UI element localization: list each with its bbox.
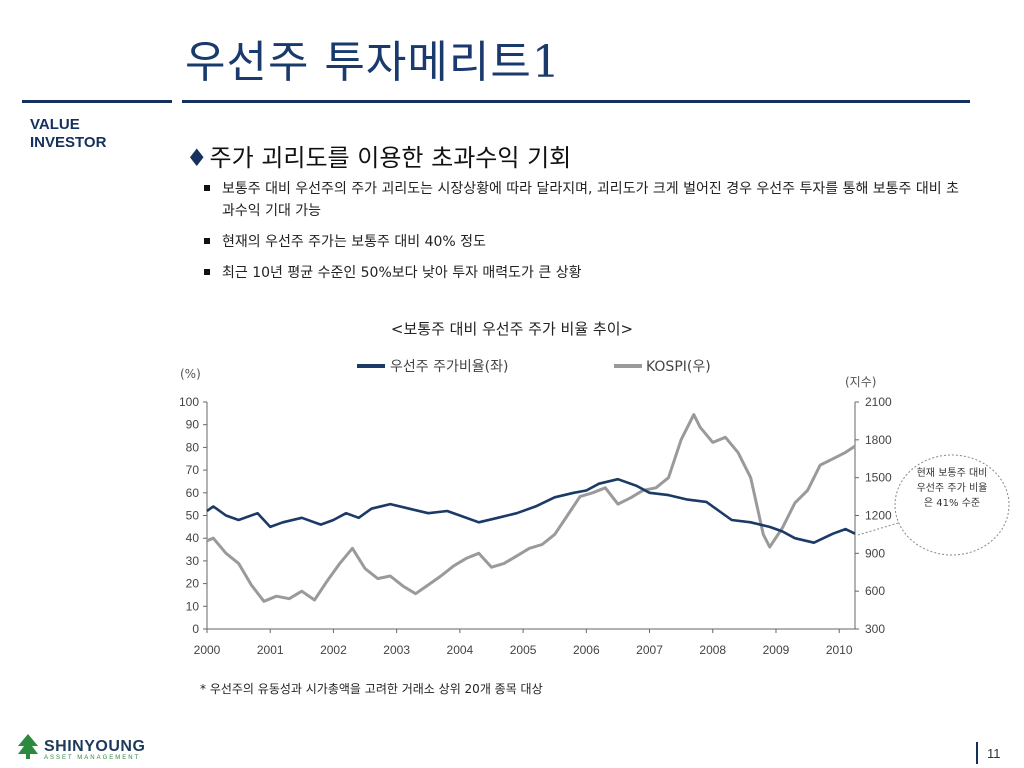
legend-label: KOSPI(우) xyxy=(646,359,711,375)
y-left-tick-label: 30 xyxy=(186,554,200,568)
x-tick-label: 2006 xyxy=(573,643,600,657)
section-heading-text: 주가 괴리도를 이용한 초과수익 기회 xyxy=(209,144,572,172)
x-tick-label: 2001 xyxy=(257,643,284,657)
chart-legend: 우선주 주가비율(좌) KOSPI(우) xyxy=(357,359,711,375)
y-right-unit-label: (지수) xyxy=(845,375,876,389)
y-left-tick-label: 80 xyxy=(186,440,200,454)
company-logo-name: SHINYOUNG xyxy=(44,738,146,755)
chart-axes: 0 10 20 30 40 50 60 70 80 90 100 300 600 900 1200 1500 1… xyxy=(179,395,892,657)
section-heading: ♦주가 괴리도를 이용한 초과수익 기회 xyxy=(186,138,571,173)
page-marker xyxy=(976,742,978,764)
bullet-item: 보통주 대비 우선주의 주가 괴리도는 시장상황에 따라 달라지며, 괴리도가 … xyxy=(202,178,962,222)
y-left-tick-label: 20 xyxy=(186,577,200,591)
y-left-unit-label: (%) xyxy=(180,367,201,381)
y-left-tick-label: 100 xyxy=(179,395,199,409)
y-right-tick-label: 1800 xyxy=(865,433,892,447)
legend-label: 우선주 주가비율(좌) xyxy=(390,359,508,375)
y-right-tick-label: 1200 xyxy=(865,509,892,523)
callout-text: 현재 보통주 대비 우선주 주가 비율은 41% 수준 xyxy=(916,468,988,509)
shinyoung-tree-icon xyxy=(18,734,38,759)
series-line-kospi xyxy=(206,413,856,603)
y-left-tick-label: 0 xyxy=(192,622,199,636)
bullet-list: 보통주 대비 우선주의 주가 괴리도는 시장상황에 따라 달라지며, 괴리도가 … xyxy=(202,178,962,293)
x-tick-label: 2000 xyxy=(194,643,221,657)
y-right-tick-label: 1500 xyxy=(865,471,892,485)
footnote: * 우선주의 유동성과 시가총액을 고려한 거래소 상위 20개 종목 대상 xyxy=(200,682,543,696)
company-logo-sub: ASSET MANAGEMENT xyxy=(44,755,141,761)
title-rule-left xyxy=(22,100,172,103)
y-right-tick-label: 2100 xyxy=(865,395,892,409)
chart-series xyxy=(206,413,856,603)
x-tick-label: 2009 xyxy=(763,643,790,657)
x-tick-label: 2002 xyxy=(320,643,347,657)
brand-line-value: VALUE xyxy=(30,116,80,133)
slide-title: 우선주 투자메리트1 xyxy=(185,37,561,88)
y-right-tick-label: 300 xyxy=(865,622,885,636)
x-tick-label: 2003 xyxy=(383,643,410,657)
chart-title: <보통주 대비 우선주 주가 비율 추이> xyxy=(390,320,634,338)
x-tick-label: 2005 xyxy=(510,643,537,657)
y-left-tick-label: 60 xyxy=(186,486,200,500)
x-tick-label: 2007 xyxy=(636,643,663,657)
y-left-tick-label: 10 xyxy=(186,599,200,613)
y-left-tick-label: 50 xyxy=(186,509,200,523)
bullet-item: 현재의 우선주 주가는 보통주 대비 40% 정도 xyxy=(202,231,962,253)
x-tick-label: 2010 xyxy=(826,643,853,657)
diamond-bullet-icon: ♦ xyxy=(186,144,208,172)
series-line-pref-ratio xyxy=(206,477,856,545)
page-number: 11 xyxy=(987,746,1001,761)
y-left-tick-label: 70 xyxy=(186,463,200,477)
ratio-kospi-chart: 우선주 주가비율(좌) KOSPI(우) (%) (지수) 0 10 20 30 40 50 6… xyxy=(179,359,1010,657)
x-tick-label: 2004 xyxy=(447,643,474,657)
bullet-item: 최근 10년 평균 수준인 50%보다 낮아 투자 매력도가 큰 상황 xyxy=(202,262,962,284)
callout-bubble xyxy=(857,454,1010,556)
brand-line-investor: INVESTOR xyxy=(30,134,107,151)
x-tick-label: 2008 xyxy=(699,643,726,657)
brand-tagline: VALUE INVESTOR xyxy=(30,116,106,152)
y-left-tick-label: 40 xyxy=(186,531,200,545)
y-right-tick-label: 900 xyxy=(865,546,885,560)
title-rule-right xyxy=(182,100,970,103)
y-right-tick-label: 600 xyxy=(865,584,885,598)
y-left-tick-label: 90 xyxy=(186,418,200,432)
